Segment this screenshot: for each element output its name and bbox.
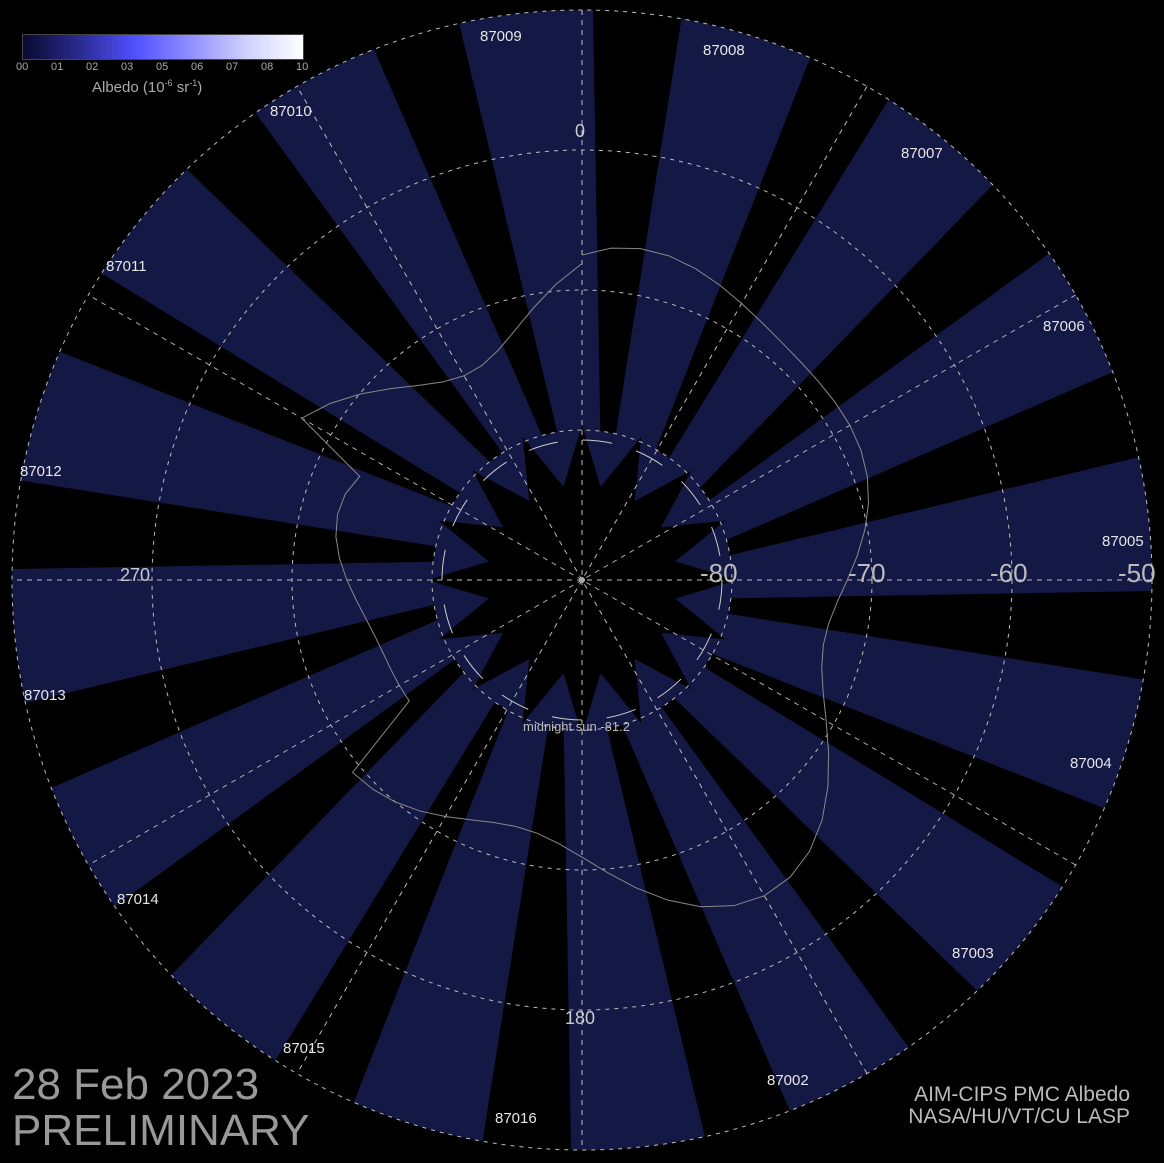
- colorbar-tick: 00: [16, 61, 29, 73]
- orbit-label: 87006: [1043, 318, 1085, 335]
- orbit-gap: [479, 726, 572, 1163]
- lon-label-270: 270: [120, 565, 151, 585]
- colorbar-tick: 01: [51, 61, 64, 73]
- lat-label-70: -70: [848, 558, 886, 588]
- orbit-label: 87012: [20, 463, 62, 480]
- orbit-label: 87003: [952, 945, 994, 962]
- orbit-gap: [704, 653, 1133, 903]
- colorbar-tick: 07: [226, 61, 239, 73]
- orbit-gap: [0, 477, 436, 570]
- orbit-gap: [165, 88, 503, 462]
- orbit-label: 87011: [106, 258, 147, 275]
- date-label: 28 Feb 2023 PRELIMINARY: [12, 1060, 310, 1155]
- orbit-gap: [31, 257, 460, 507]
- credit-label: AIM-CIPS PMC Albedo NASA/HU/VT/CU LASP: [908, 1083, 1130, 1128]
- orbit-label: 87005: [1102, 533, 1144, 550]
- coastline: [300, 247, 870, 908]
- orbit-label: 87007: [901, 145, 943, 162]
- colorbar: [22, 34, 304, 60]
- orbit-gap: [661, 698, 999, 1072]
- colorbar-tick: 10: [296, 61, 309, 73]
- orbit-gap: [606, 724, 802, 1163]
- colorbar-tick: 08: [261, 61, 274, 73]
- lat-label-50: -50: [1118, 558, 1156, 588]
- south-pole-marker: [579, 577, 585, 583]
- orbit-label: 87004: [1070, 755, 1112, 772]
- orbit-gap: [362, 0, 558, 436]
- orbit-gap: [592, 0, 685, 434]
- colorbar-tick: 02: [86, 61, 99, 73]
- colorbar-tick: 05: [156, 61, 169, 73]
- lon-label-0: 0: [575, 121, 586, 141]
- orbit-label: 87010: [270, 103, 312, 120]
- midnight-sun-circle: [441, 439, 723, 721]
- orbit-gap: [700, 163, 1074, 501]
- midnight-sun-label: midnight sun -81.2: [523, 719, 630, 734]
- orbit-label: 87016: [495, 1110, 537, 1127]
- colorbar-title: Albedo (10-6 sr-1): [92, 78, 203, 96]
- orbit-label: 87014: [117, 891, 159, 908]
- orbit-label: 87009: [480, 28, 522, 45]
- colorbar-tick: 06: [191, 61, 204, 73]
- orbit-gap: [726, 360, 1164, 556]
- lon-label-180: 180: [565, 1008, 596, 1028]
- lat-label-80: -80: [700, 558, 738, 588]
- orbit-gap: [655, 29, 905, 458]
- orbit-label: 87013: [24, 687, 66, 704]
- orbit-gap: [0, 604, 438, 800]
- orbit-label: 87015: [283, 1040, 325, 1057]
- orbit-label: 87008: [703, 42, 745, 59]
- lat-label-60: -60: [990, 558, 1028, 588]
- orbit-gap: [259, 702, 509, 1131]
- colorbar-tick: 03: [121, 61, 134, 73]
- orbit-label: 87002: [767, 1072, 809, 1089]
- orbit-gap: [90, 659, 464, 997]
- orbit-gap: [728, 590, 1164, 683]
